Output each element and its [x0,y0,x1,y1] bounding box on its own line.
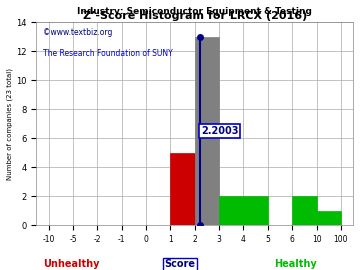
Text: 2.2003: 2.2003 [201,126,238,136]
Y-axis label: Number of companies (23 total): Number of companies (23 total) [7,68,13,180]
Text: Healthy: Healthy [274,259,317,269]
Bar [170,153,195,225]
Bar [316,211,341,225]
Bar [219,196,268,225]
Text: The Research Foundation of SUNY: The Research Foundation of SUNY [43,49,172,58]
Text: Score: Score [165,259,195,269]
Text: Industry: Semiconductor Equipment & Testing: Industry: Semiconductor Equipment & Test… [77,7,312,16]
Title: Z’-Score Histogram for LRCX (2016): Z’-Score Histogram for LRCX (2016) [83,11,307,21]
Text: ©www.textbiz.org: ©www.textbiz.org [43,28,112,37]
Bar [195,37,219,225]
Bar [292,196,316,225]
Text: Unhealthy: Unhealthy [43,259,100,269]
